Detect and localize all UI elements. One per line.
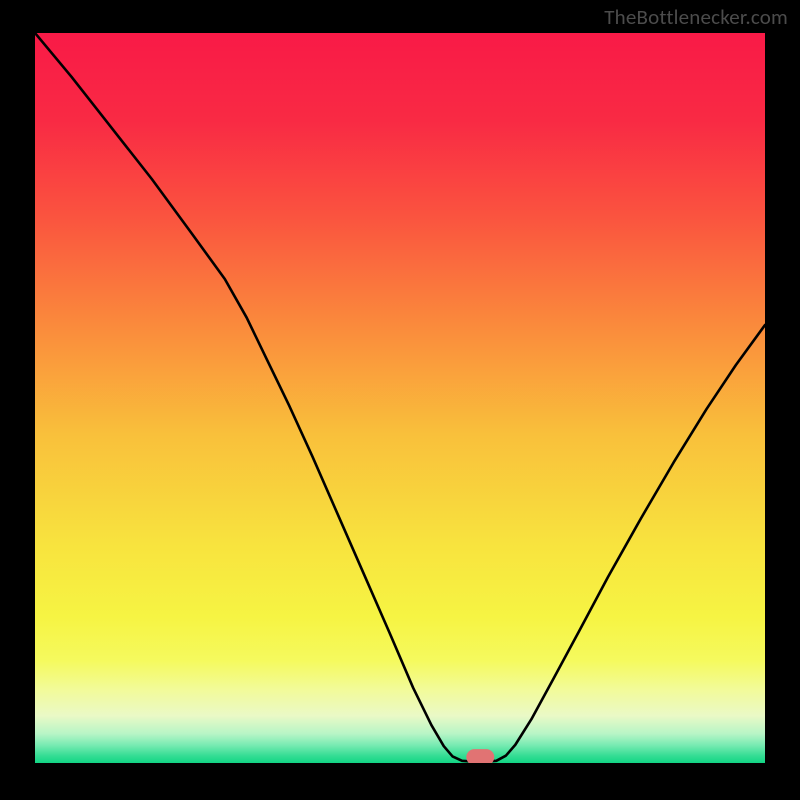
- chart-root: TheBottlenecker.com: [0, 0, 800, 800]
- watermark-text: TheBottlenecker.com: [604, 4, 788, 30]
- plot-frame: [0, 0, 800, 800]
